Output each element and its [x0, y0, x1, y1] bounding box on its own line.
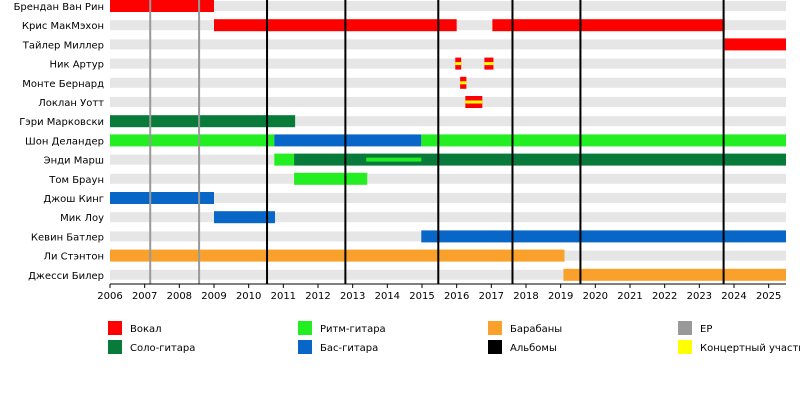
row-label: Мик Лоу [60, 213, 104, 224]
membership-bar [214, 211, 276, 224]
legend-swatch [108, 340, 122, 354]
legend-label: Соло-гитара [130, 343, 195, 354]
membership-bar [274, 153, 295, 166]
x-tick-label: 2013 [340, 291, 365, 302]
legend-label: Ритм-гитара [320, 324, 386, 335]
legend-swatch [678, 321, 692, 335]
row-band [110, 97, 786, 107]
row-band [110, 173, 786, 184]
touring-stripe [465, 100, 483, 104]
membership-bar [421, 134, 786, 147]
legend-label: Альбомы [510, 343, 557, 354]
row-label: Том Браун [48, 175, 104, 186]
row-band [110, 193, 786, 203]
legend-swatch [108, 321, 122, 335]
membership-bar [274, 134, 422, 147]
row-label: Тайлер Миллер [22, 40, 104, 51]
x-tick-label: 2018 [513, 291, 538, 302]
x-tick-label: 2022 [652, 291, 677, 302]
legend-label: Бас-гитара [320, 343, 378, 354]
x-tick-label: 2020 [583, 291, 608, 302]
row-band [110, 116, 786, 127]
row-band [110, 39, 786, 50]
row-label: Монте Бернард [22, 79, 104, 90]
membership-bar [110, 0, 214, 12]
row-label: Гэри Марковски [19, 117, 104, 128]
membership-bar [563, 268, 786, 281]
x-tick-label: 2009 [201, 291, 226, 302]
row-label: Энди Марш [44, 156, 104, 167]
membership-bar [294, 172, 368, 185]
row-band [110, 212, 786, 223]
x-tick-label: 2008 [167, 291, 192, 302]
x-tick-label: 2025 [756, 291, 781, 302]
legend-swatch [298, 321, 312, 335]
legend-label: Вокал [130, 324, 162, 335]
membership-bar [214, 19, 457, 32]
membership-bar [724, 38, 786, 51]
row-label: Локлан Уотт [38, 98, 104, 109]
row-label: Ли Стэнтон [43, 252, 104, 263]
x-tick-label: 2006 [97, 291, 122, 302]
legend-swatch [488, 321, 502, 335]
legend-label: Концертный участник [700, 343, 800, 354]
row-label: Шон Деландер [25, 136, 104, 147]
membership-bar [492, 19, 725, 32]
membership-bar [294, 153, 786, 166]
x-tick-label: 2016 [444, 291, 469, 302]
row-band [110, 77, 786, 88]
legend-swatch [298, 340, 312, 354]
membership-bar [110, 192, 214, 204]
x-tick-label: 2021 [617, 291, 642, 302]
membership-bar [110, 115, 296, 128]
x-tick-label: 2024 [721, 291, 746, 302]
x-tick-label: 2012 [305, 291, 330, 302]
membership-bar [110, 134, 275, 147]
x-tick-label: 2017 [479, 291, 504, 302]
membership-bar [366, 157, 422, 162]
row-label: Джесси Билер [28, 271, 104, 282]
membership-bar [421, 230, 786, 243]
x-tick-label: 2010 [236, 291, 261, 302]
legend-label: Барабаны [510, 324, 562, 335]
x-tick-label: 2014 [375, 291, 400, 302]
x-tick-label: 2023 [687, 291, 712, 302]
row-label: Крис МакМэхон [22, 21, 104, 32]
row-label: Брендан Ван Рин [14, 2, 104, 13]
row-label: Кевин Батлер [31, 232, 104, 243]
legend-swatch [488, 340, 502, 354]
touring-stripe [455, 62, 462, 66]
touring-stripe [460, 81, 467, 85]
legend-swatch [678, 340, 692, 354]
row-band [110, 269, 786, 280]
x-tick-label: 2015 [409, 291, 434, 302]
x-tick-label: 2011 [271, 291, 296, 302]
x-tick-label: 2019 [548, 291, 573, 302]
row-label: Джош Кинг [43, 194, 104, 205]
row-band [110, 58, 786, 69]
legend-label: EP [700, 324, 712, 335]
row-label: Ник Артур [49, 60, 104, 71]
membership-bar [110, 249, 565, 262]
row-band [110, 1, 786, 11]
x-tick-label: 2007 [132, 291, 157, 302]
touring-stripe [484, 62, 494, 66]
